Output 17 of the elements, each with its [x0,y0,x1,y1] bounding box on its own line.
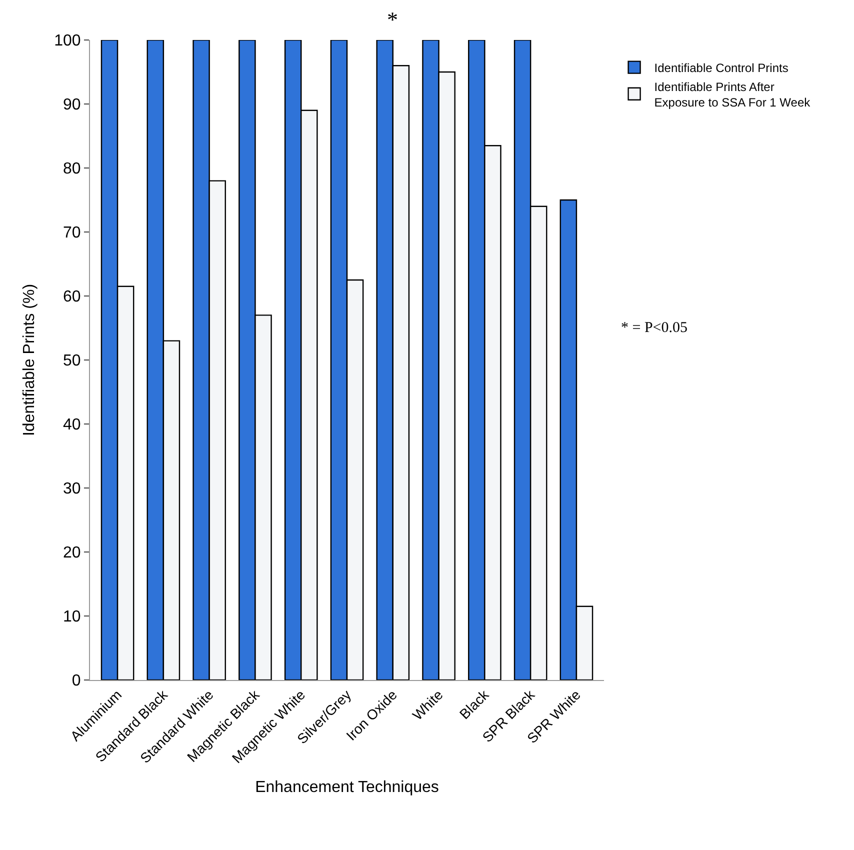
y-tick-label: 60 [63,288,81,306]
text: * = P<0.05 [621,320,688,336]
y-tick-label: 0 [72,672,81,690]
y-tick-label: 40 [63,416,81,434]
legend-label: Identifiable Control Prints [654,60,788,75]
legend-label: Identifiable Prints After Exposure to SSA For 1 Week [654,80,812,110]
y-tick-label: 50 [63,352,81,370]
y-axis-title: Identifiable Prints (%) [20,284,38,436]
y-tick-label: 100 [54,32,81,50]
y-tick-label: 20 [63,544,81,562]
y-tick-label: 70 [63,224,81,242]
y-tick-label: 80 [63,160,81,178]
annotation: * [387,7,398,32]
y-tick-label: 90 [63,96,81,114]
y-tick-label: 30 [63,480,81,498]
x-axis-title: Enhancement Techniques [255,778,439,796]
y-tick-label: 10 [63,608,81,626]
